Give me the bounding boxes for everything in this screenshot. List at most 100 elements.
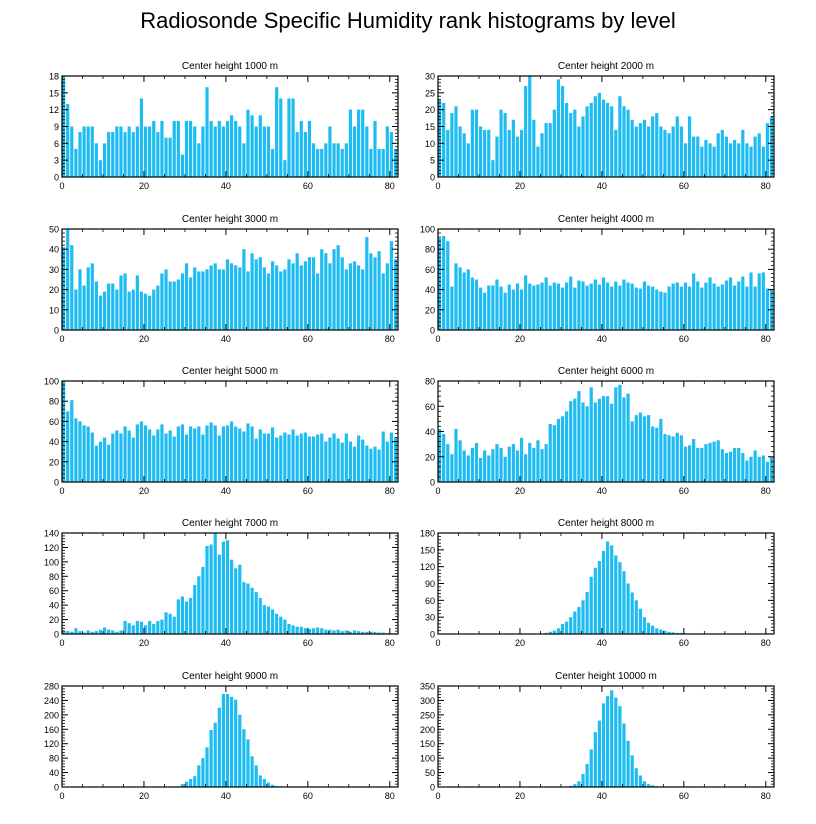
histogram-bar xyxy=(573,109,577,177)
y-tick-label: 60 xyxy=(425,265,435,275)
histogram-bar xyxy=(344,433,348,482)
y-tick-label: 60 xyxy=(49,586,59,596)
histogram-bar xyxy=(332,143,336,177)
histogram-bar xyxy=(373,631,377,634)
histogram-bar xyxy=(614,555,618,634)
histogram-bar xyxy=(107,629,111,634)
plot-frame xyxy=(437,685,775,788)
x-tick-label: 0 xyxy=(59,181,64,191)
histogram-bar xyxy=(634,600,638,634)
y-tick-label: 18 xyxy=(49,72,59,82)
histogram-bar xyxy=(679,126,683,177)
histogram-bar xyxy=(152,120,156,177)
y-tick-label: 80 xyxy=(49,397,59,407)
histogram-bar xyxy=(507,284,511,330)
histogram-bar xyxy=(279,435,283,482)
histogram-bar xyxy=(630,421,634,482)
histogram-bar xyxy=(548,423,552,482)
histogram-bar xyxy=(638,608,642,634)
histogram-bar xyxy=(385,126,389,177)
plot-frame xyxy=(61,532,399,635)
histogram-bar xyxy=(295,626,299,634)
histogram-bar xyxy=(389,132,393,177)
histogram-bar xyxy=(135,126,139,177)
histogram-bar xyxy=(340,442,344,482)
histogram-bar xyxy=(585,406,589,482)
histogram-bar xyxy=(573,287,577,330)
panel-title: Center height 7000 m xyxy=(182,518,278,529)
histogram-bar xyxy=(749,272,753,330)
histogram-bar xyxy=(328,263,332,330)
histogram-bar xyxy=(687,286,692,330)
histogram-bar xyxy=(123,132,127,177)
histogram-bar xyxy=(753,450,757,482)
histogram-bar xyxy=(348,263,353,330)
histogram-bar xyxy=(365,631,369,634)
histogram-panel: Center height 6000 m 0 20 40 60 80 0 20 40 60 80 xyxy=(425,366,775,496)
histogram-bar xyxy=(528,283,532,330)
histogram-bar xyxy=(651,625,655,634)
histogram-bar xyxy=(630,755,634,787)
histogram-bar xyxy=(344,143,348,177)
y-tick-label: 80 xyxy=(425,245,435,255)
y-tick-label: 90 xyxy=(425,579,435,589)
histogram-bar xyxy=(446,444,450,483)
histogram-bar xyxy=(532,447,536,482)
histogram-bar xyxy=(385,263,389,330)
histogram-bar xyxy=(692,439,696,482)
histogram-bar xyxy=(361,269,365,330)
histogram-bar xyxy=(213,263,217,330)
histogram-bar xyxy=(213,722,217,787)
histogram-bar xyxy=(503,456,507,482)
y-tick-label: 10 xyxy=(49,305,59,315)
x-tick-label: 80 xyxy=(761,486,771,496)
x-tick-label: 20 xyxy=(515,791,525,801)
histogram-bar xyxy=(86,126,90,177)
y-tick-label: 40 xyxy=(425,427,435,437)
histogram-bar xyxy=(671,632,675,634)
histogram-bar xyxy=(344,630,348,634)
y-tick-label: 120 xyxy=(44,543,59,553)
histogram-bar xyxy=(324,253,328,330)
histogram-bar xyxy=(442,434,446,482)
histogram-bar xyxy=(491,449,495,482)
histogram-bar xyxy=(610,403,614,482)
histogram-bar xyxy=(86,267,90,330)
histogram-bar xyxy=(283,160,287,177)
histogram-bar xyxy=(511,289,515,330)
histogram-bar xyxy=(741,129,745,177)
histogram-bar xyxy=(213,126,217,177)
histogram-bar xyxy=(172,281,176,330)
histogram-bar xyxy=(365,445,369,482)
histogram-bar xyxy=(373,257,377,330)
histogram-bar xyxy=(491,285,495,330)
histogram-bar xyxy=(495,136,499,177)
histogram-bar xyxy=(78,132,82,177)
histogram-bar xyxy=(708,277,712,330)
histogram-bar xyxy=(66,631,70,634)
y-tick-label: 30 xyxy=(425,613,435,623)
x-tick-label: 60 xyxy=(303,181,313,191)
histogram-bar xyxy=(168,281,172,330)
histogram-bar xyxy=(357,109,361,177)
x-tick-label: 40 xyxy=(597,486,607,496)
histogram-bar xyxy=(495,279,499,330)
histogram-bar xyxy=(696,136,700,177)
histogram-bar xyxy=(258,257,262,330)
histogram-bar xyxy=(164,612,168,634)
histogram-bar xyxy=(82,425,86,482)
x-tick-label: 40 xyxy=(221,486,231,496)
histogram-bar xyxy=(377,251,381,330)
y-tick-label: 80 xyxy=(425,377,435,387)
histogram-bar xyxy=(663,630,667,634)
histogram-bar xyxy=(193,584,197,634)
histogram-bar xyxy=(606,282,610,330)
histogram-bar xyxy=(102,627,107,634)
y-tick-label: 120 xyxy=(420,562,435,572)
histogram-bar xyxy=(230,559,234,634)
x-tick-label: 60 xyxy=(303,638,313,648)
histogram-bar xyxy=(377,632,381,634)
y-tick-label: 300 xyxy=(420,696,435,706)
x-tick-label: 20 xyxy=(139,334,149,344)
histogram-bar xyxy=(646,415,651,482)
